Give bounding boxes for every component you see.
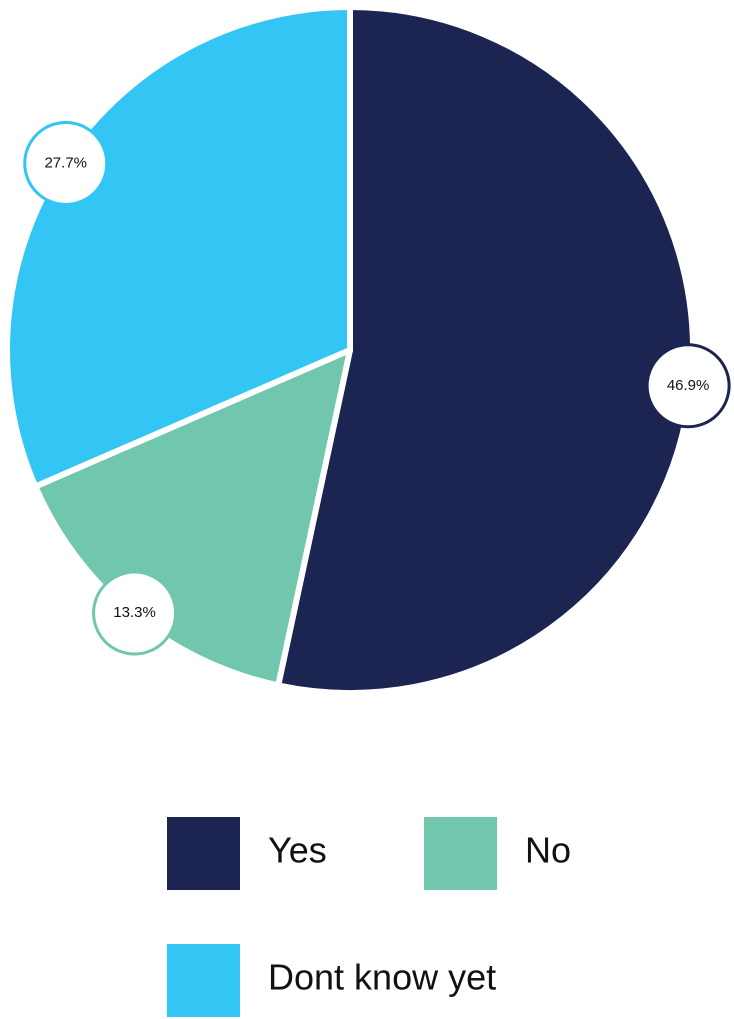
value-label-bubble	[92, 570, 178, 656]
value-label: 46.9%	[667, 377, 710, 394]
legend-label: No	[525, 830, 571, 871]
legend-swatch	[424, 817, 497, 890]
value-label-bubble	[645, 343, 731, 429]
legend-swatch	[167, 944, 240, 1017]
legend-label: Yes	[268, 830, 327, 871]
value-label: 27.7%	[44, 154, 87, 171]
value-label-bubble	[23, 120, 109, 206]
legend-swatch	[167, 817, 240, 890]
legend-label: Dont know yet	[268, 957, 496, 998]
value-label: 13.3%	[113, 604, 156, 621]
